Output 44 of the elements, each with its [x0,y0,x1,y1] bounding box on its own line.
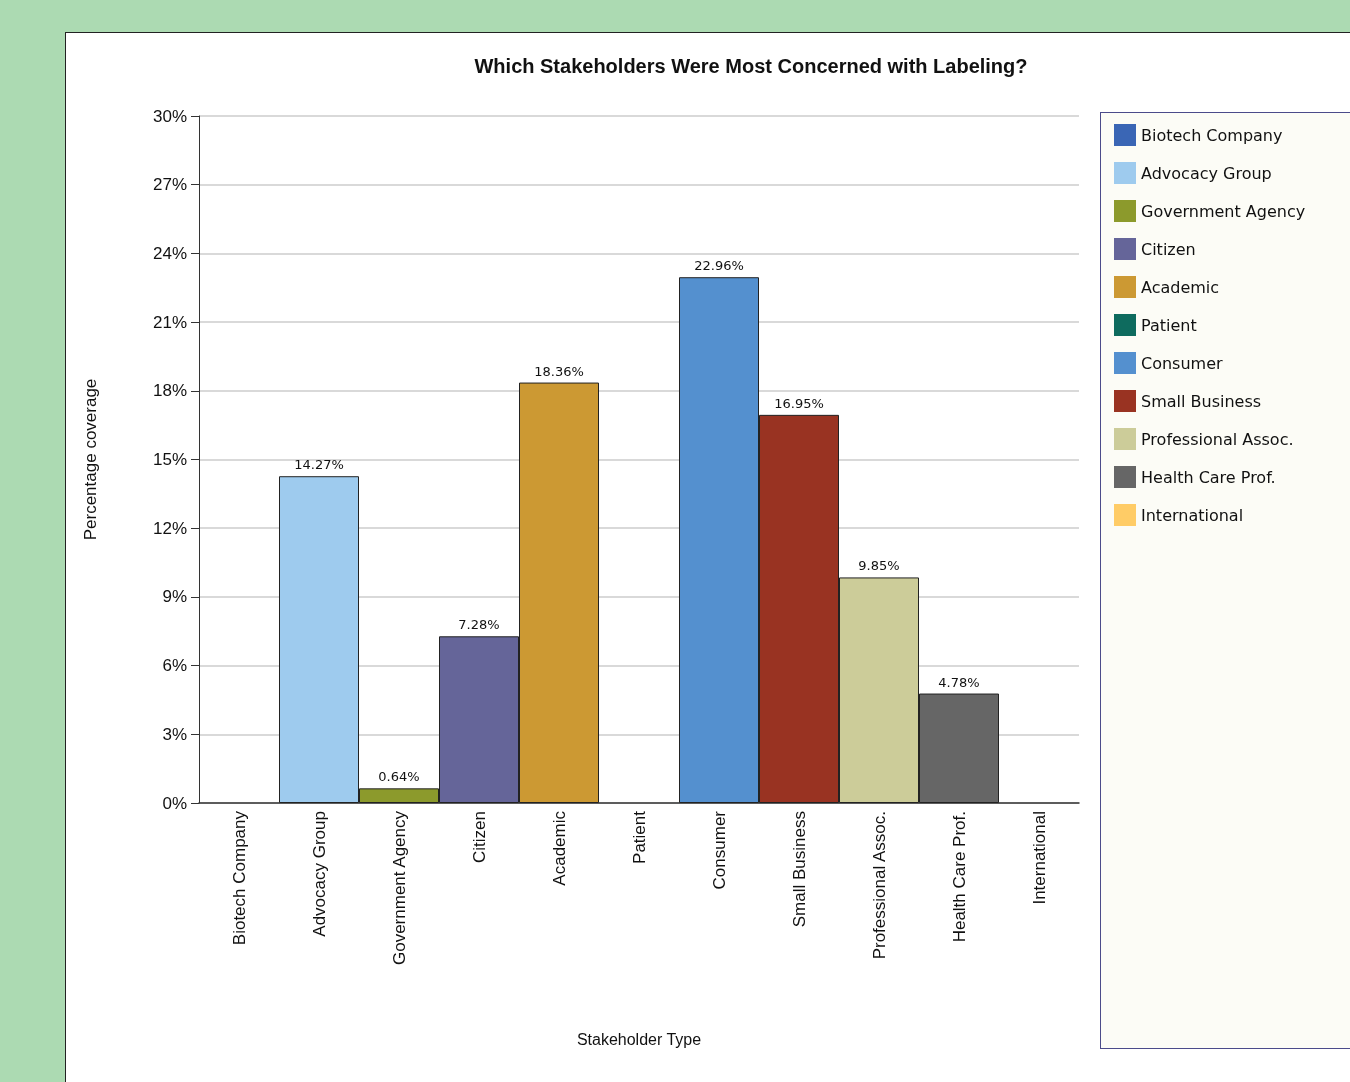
legend-label: Consumer [1141,353,1224,373]
legend-label: Citizen [1141,239,1196,259]
legend-label: Government Agency [1141,201,1306,221]
x-tick-label: Government Agency [389,810,409,966]
legend-label: Professional Assoc. [1141,429,1294,449]
x-tick-label: Professional Assoc. [869,811,889,960]
legend-label: Academic [1141,277,1220,297]
y-tick-label: 3% [162,724,187,744]
legend-label: Small Business [1141,391,1262,411]
x-tick-label: Advocacy Group [309,811,329,937]
data-label: 7.28% [458,617,500,633]
y-tick-label: 18% [152,381,187,401]
y-tick-label: 6% [162,656,187,676]
x-tick-label: Patient [629,810,649,864]
data-label: 4.78% [938,674,980,690]
x-tick-label: Small Business [789,811,809,928]
y-tick-label: 9% [162,587,187,607]
x-tick-label: International [1029,811,1049,905]
data-label: 22.96% [694,258,744,274]
x-tick-label: Citizen [469,811,489,863]
legend-label: Patient [1141,315,1197,335]
y-tick-label: 24% [152,243,187,263]
x-tick-label: Health Care Prof. [949,811,969,943]
x-tick-label: Biotech Company [229,810,249,946]
x-tick-label: Consumer [709,810,729,890]
x-axis-title: Stakeholder Type [576,1030,702,1048]
data-label: 0.64% [378,769,420,785]
y-tick-label: 12% [152,518,187,538]
legend-label: Advocacy Group [1141,163,1272,183]
y-axis-title: Percentage coverage [81,378,100,541]
legend-label: Health Care Prof. [1141,467,1276,487]
chart-title: Which Stakeholders Were Most Concerned with Labeling? [474,55,1028,77]
data-label: 14.27% [294,457,344,473]
y-tick-label: 27% [152,175,187,195]
data-label: 18.36% [534,363,584,379]
data-label: 9.85% [858,558,900,574]
x-tick-label: Academic [549,810,569,886]
data-label: 16.95% [774,395,824,411]
y-tick-label: 0% [162,793,187,813]
legend-label: Biotech Company [1141,125,1283,145]
y-tick-label: 15% [152,450,187,469]
legend-label: International [1141,505,1244,525]
y-tick-label: 21% [152,312,187,332]
y-tick-label: 30% [152,106,187,126]
